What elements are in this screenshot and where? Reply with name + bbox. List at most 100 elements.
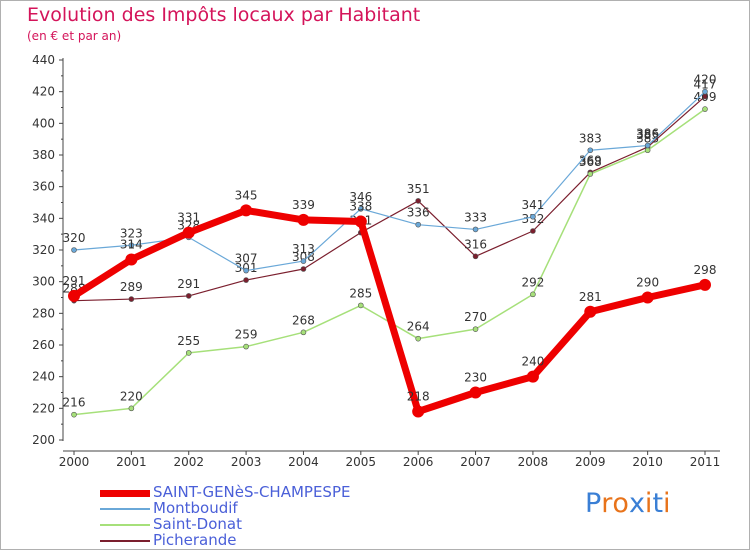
data-label-picherande: 417 xyxy=(694,77,717,91)
data-point-saint-gen-s-champespe xyxy=(125,253,138,266)
x-tick-label: 2010 xyxy=(632,455,663,469)
data-label-saint-donat: 383 xyxy=(636,131,659,145)
legend-swatch xyxy=(100,540,150,542)
y-tick-label: 280 xyxy=(32,306,55,320)
y-tick-label: 260 xyxy=(32,338,55,352)
data-label-saint-gen-s-champespe: 314 xyxy=(120,238,143,252)
data-point-montboudif xyxy=(415,221,421,228)
logo-letter: o xyxy=(612,488,629,519)
data-point-saint-donat xyxy=(587,171,594,177)
data-label-picherande: 291 xyxy=(177,277,200,291)
data-label-montboudif: 320 xyxy=(63,231,86,245)
data-label-saint-gen-s-champespe: 291 xyxy=(63,274,86,288)
legend-swatch xyxy=(100,508,150,510)
data-label-saint-donat: 255 xyxy=(177,334,200,348)
data-point-picherande xyxy=(472,253,479,260)
y-tick-label: 420 xyxy=(32,85,55,99)
data-point-saint-donat xyxy=(472,326,479,332)
data-point-saint-donat xyxy=(702,106,708,112)
data-point-montboudif xyxy=(300,258,307,264)
legend-label: SAINT-GENèS-CHAMPESPE xyxy=(153,483,351,501)
data-point-saint-donat xyxy=(71,411,77,418)
data-label-saint-gen-s-champespe: 345 xyxy=(235,188,258,202)
data-point-montboudif xyxy=(644,142,651,149)
data-point-montboudif xyxy=(71,247,77,253)
data-point-saint-donat xyxy=(185,350,192,356)
y-tick-label: 220 xyxy=(32,401,55,415)
x-tick-label: 2008 xyxy=(518,455,549,469)
data-point-montboudif xyxy=(472,226,479,233)
data-point-saint-gen-s-champespe xyxy=(584,305,597,318)
data-label-montboudif: 346 xyxy=(349,190,372,204)
data-point-picherande xyxy=(530,228,536,234)
data-point-picherande xyxy=(300,266,307,272)
chart-title: Evolution des Impôts locaux par Habitant xyxy=(27,4,421,26)
data-label-saint-donat: 270 xyxy=(464,310,487,324)
y-tick-label: 200 xyxy=(32,433,55,447)
data-label-picherande: 289 xyxy=(120,280,143,294)
proxiti-logo: Proxiti xyxy=(585,488,671,519)
data-point-saint-gen-s-champespe xyxy=(699,278,711,291)
y-tick-label: 320 xyxy=(32,243,55,257)
data-label-montboudif: 383 xyxy=(579,131,602,145)
data-label-picherande: 316 xyxy=(464,237,487,251)
series-line-picherande xyxy=(73,95,706,302)
data-point-saint-gen-s-champespe xyxy=(182,226,195,239)
data-point-saint-donat xyxy=(415,335,421,342)
legend-label: Saint-Donat xyxy=(153,515,242,533)
data-label-montboudif: 333 xyxy=(464,210,487,224)
data-label-saint-gen-s-champespe: 338 xyxy=(349,200,372,214)
data-point-montboudif xyxy=(530,213,536,220)
y-tick-label: 340 xyxy=(32,211,55,225)
logo-letter: x xyxy=(628,488,645,519)
data-point-saint-donat xyxy=(358,302,364,309)
logo-letter: i xyxy=(663,488,671,519)
data-label-saint-donat: 368 xyxy=(579,155,602,169)
data-point-picherande xyxy=(243,277,249,283)
x-tick-label: 2003 xyxy=(231,455,262,469)
data-point-saint-gen-s-champespe xyxy=(412,405,425,418)
data-label-saint-donat: 264 xyxy=(407,320,430,334)
data-label-picherande: 385 xyxy=(636,128,659,142)
data-label-saint-gen-s-champespe: 230 xyxy=(464,371,487,385)
data-label-montboudif: 336 xyxy=(407,206,430,220)
x-tick-label: 2000 xyxy=(59,455,90,469)
data-point-montboudif xyxy=(702,88,708,95)
data-point-picherande xyxy=(415,198,421,204)
data-label-picherande: 308 xyxy=(292,250,315,264)
data-point-saint-gen-s-champespe xyxy=(354,215,367,228)
data-label-montboudif: 313 xyxy=(292,242,315,256)
y-tick-label: 360 xyxy=(32,180,55,194)
data-label-saint-donat: 268 xyxy=(292,313,315,327)
data-label-picherande: 351 xyxy=(407,182,430,196)
data-label-saint-gen-s-champespe: 339 xyxy=(292,198,315,212)
data-label-saint-gen-s-champespe: 290 xyxy=(636,276,659,290)
y-tick-label: 300 xyxy=(32,275,55,289)
series-line-saint-gen-s-champespe xyxy=(70,206,709,415)
data-label-saint-gen-s-champespe: 281 xyxy=(579,290,602,304)
legend-label: Picherande xyxy=(153,531,237,549)
data-point-montboudif xyxy=(358,206,364,212)
data-label-montboudif: 307 xyxy=(235,252,258,266)
logo-letter: i xyxy=(644,488,653,519)
chart-subtitle: (en € et par an) xyxy=(27,29,122,43)
data-point-saint-gen-s-champespe xyxy=(240,204,253,217)
data-point-saint-gen-s-champespe xyxy=(297,213,310,226)
data-label-saint-donat: 409 xyxy=(694,90,717,104)
data-point-saint-donat xyxy=(243,343,249,350)
data-label-montboudif: 323 xyxy=(120,226,143,240)
x-tick-label: 2009 xyxy=(575,455,606,469)
data-point-saint-donat xyxy=(530,291,536,298)
data-label-saint-donat: 259 xyxy=(235,328,258,342)
data-label-saint-gen-s-champespe: 331 xyxy=(177,211,200,225)
data-label-montboudif: 420 xyxy=(694,73,717,87)
data-label-saint-gen-s-champespe: 298 xyxy=(694,263,717,277)
legend-label: Montboudif xyxy=(153,499,238,517)
data-point-saint-donat xyxy=(300,329,307,336)
data-point-picherande xyxy=(185,293,192,299)
data-label-montboudif: 341 xyxy=(521,198,544,212)
data-label-saint-gen-s-champespe: 240 xyxy=(521,355,544,369)
data-point-saint-gen-s-champespe xyxy=(641,291,654,304)
data-point-saint-gen-s-champespe xyxy=(469,386,482,399)
